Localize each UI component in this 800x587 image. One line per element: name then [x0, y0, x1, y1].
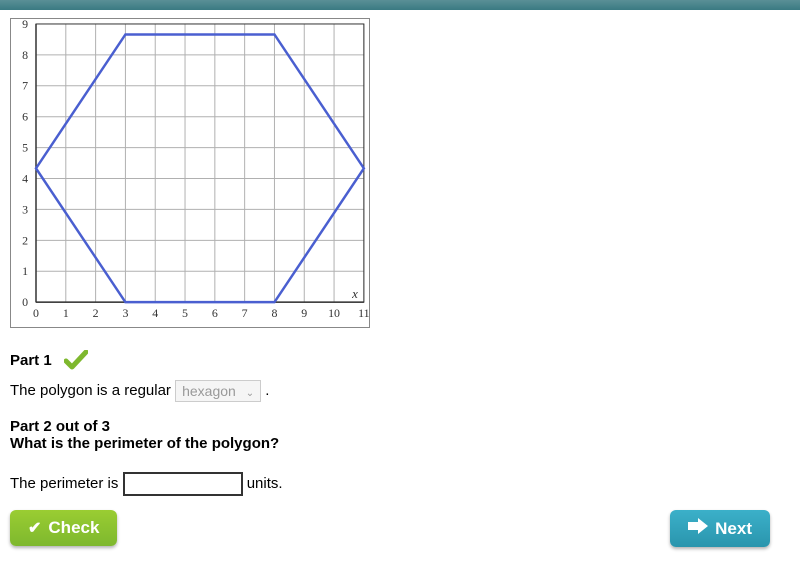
- svg-text:1: 1: [63, 306, 69, 320]
- correct-checkmark-icon: [64, 350, 88, 370]
- svg-text:4: 4: [152, 306, 158, 320]
- svg-text:10: 10: [328, 306, 340, 320]
- svg-text:0: 0: [22, 295, 28, 309]
- polygon-type-select[interactable]: hexagon ⌄: [175, 380, 261, 402]
- svg-text:9: 9: [301, 306, 307, 320]
- part2-question: What is the perimeter of the polygon?: [10, 435, 790, 452]
- svg-text:8: 8: [271, 306, 277, 320]
- svg-text:x: x: [351, 286, 358, 301]
- arrow-right-icon: [688, 518, 708, 539]
- svg-text:7: 7: [242, 306, 248, 320]
- svg-text:7: 7: [22, 79, 28, 93]
- svg-text:6: 6: [22, 110, 28, 124]
- top-bar: [0, 0, 800, 10]
- next-button[interactable]: Next: [670, 510, 770, 547]
- part1-label: Part 1: [10, 352, 52, 369]
- svg-text:0: 0: [33, 306, 39, 320]
- svg-text:2: 2: [22, 233, 28, 247]
- part1-header: Part 1: [10, 350, 790, 370]
- part1-text-before: The polygon is a regular: [10, 382, 171, 399]
- svg-text:4: 4: [22, 171, 28, 185]
- graph-svg: 0 1 2 3 4 5 6 7 8 9 10 11 0 1 2 3 4 5 6 7 8 9 x: [11, 19, 369, 327]
- button-row: ✔ Check Next: [10, 510, 790, 546]
- check-icon: ✔: [28, 518, 41, 538]
- select-value: hexagon: [182, 383, 236, 399]
- svg-text:11: 11: [358, 306, 369, 320]
- answer-before: The perimeter is: [10, 475, 118, 492]
- svg-text:6: 6: [212, 306, 218, 320]
- check-label: Check: [48, 518, 99, 538]
- chevron-down-icon: ⌄: [246, 388, 254, 399]
- part2-label: Part 2 out of 3: [10, 418, 790, 435]
- svg-text:5: 5: [182, 306, 188, 320]
- coordinate-graph: 0 1 2 3 4 5 6 7 8 9 10 11 0 1 2 3 4 5 6 7 8 9 x: [10, 18, 370, 328]
- part2-answer-row: The perimeter is units.: [10, 472, 790, 496]
- svg-text:9: 9: [22, 19, 28, 31]
- perimeter-input[interactable]: [123, 472, 243, 496]
- svg-text:1: 1: [22, 264, 28, 278]
- part1-text-after: .: [265, 382, 269, 399]
- answer-after: units.: [247, 475, 283, 492]
- svg-text:2: 2: [93, 306, 99, 320]
- next-label: Next: [715, 519, 752, 539]
- check-button[interactable]: ✔ Check: [10, 510, 117, 546]
- main-content: 0 1 2 3 4 5 6 7 8 9 10 11 0 1 2 3 4 5 6 7 8 9 x Part 1 The po…: [0, 10, 800, 554]
- question-area: Part 1 The polygon is a regular hexagon …: [10, 350, 790, 546]
- part1-statement: The polygon is a regular hexagon ⌄ .: [10, 380, 790, 402]
- svg-text:5: 5: [22, 141, 28, 155]
- svg-text:3: 3: [22, 202, 28, 216]
- svg-text:3: 3: [122, 306, 128, 320]
- svg-text:8: 8: [22, 48, 28, 62]
